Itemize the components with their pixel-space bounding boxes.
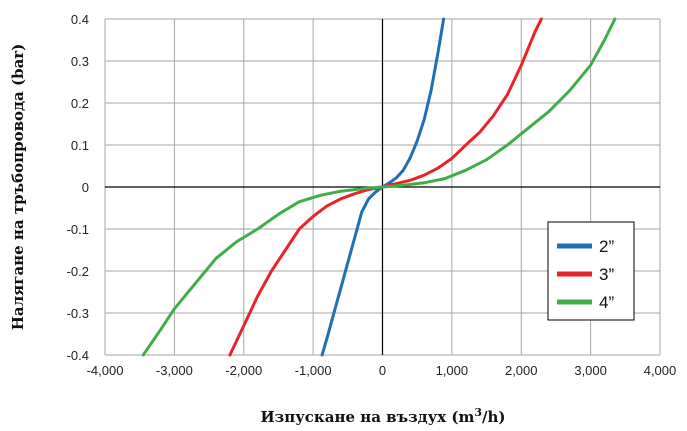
- legend-label-2: 3”: [599, 265, 614, 284]
- x-tick-label: -2,000: [225, 363, 262, 378]
- x-tick-label: 2,000: [505, 363, 538, 378]
- y-tick-label: -0.4: [67, 348, 89, 363]
- legend-label-3: 4”: [599, 293, 614, 312]
- x-tick-label: 4,000: [644, 363, 677, 378]
- x-tick-label: -1,000: [295, 363, 332, 378]
- legend-label-1: 2”: [599, 237, 614, 256]
- x-tick-label: -4,000: [87, 363, 124, 378]
- series-line-3: [141, 17, 617, 357]
- x-axis-title-end: /h): [482, 408, 505, 426]
- y-tick-label: -0.1: [67, 222, 89, 237]
- legend-box: [547, 221, 635, 321]
- x-axis-title: Изпускане на въздух (m3/h): [260, 406, 505, 426]
- x-tick-label: 0: [379, 363, 386, 378]
- y-tick-label: 0: [82, 180, 89, 195]
- y-tick-label: 0.3: [71, 54, 89, 69]
- x-tick-label: 3,000: [574, 363, 607, 378]
- x-axis-title-main: Изпускане на въздух (m: [260, 408, 474, 426]
- series-lines: [141, 17, 617, 357]
- x-tick-label: -3,000: [156, 363, 193, 378]
- legend: 2” 3” 4”: [547, 221, 635, 321]
- y-tick-label: 0.4: [71, 12, 89, 27]
- y-axis-title: Налягане на тръбопровода (bar): [9, 44, 27, 331]
- y-tick-labels: -0.4 -0.3 -0.2 -0.1 0 0.1 0.2 0.3 0.4: [67, 12, 89, 363]
- y-tick-label: -0.2: [67, 264, 89, 279]
- y-tick-label: 0.1: [71, 138, 89, 153]
- y-tick-label: -0.3: [67, 306, 89, 321]
- y-tick-label: 0.2: [71, 96, 89, 111]
- x-axis-title-superscript: 3: [474, 406, 482, 419]
- x-tick-label: 1,000: [436, 363, 469, 378]
- x-tick-labels: -4,000 -3,000 -2,000 -1,000 0 1,000 2,000 3,000…: [87, 363, 677, 378]
